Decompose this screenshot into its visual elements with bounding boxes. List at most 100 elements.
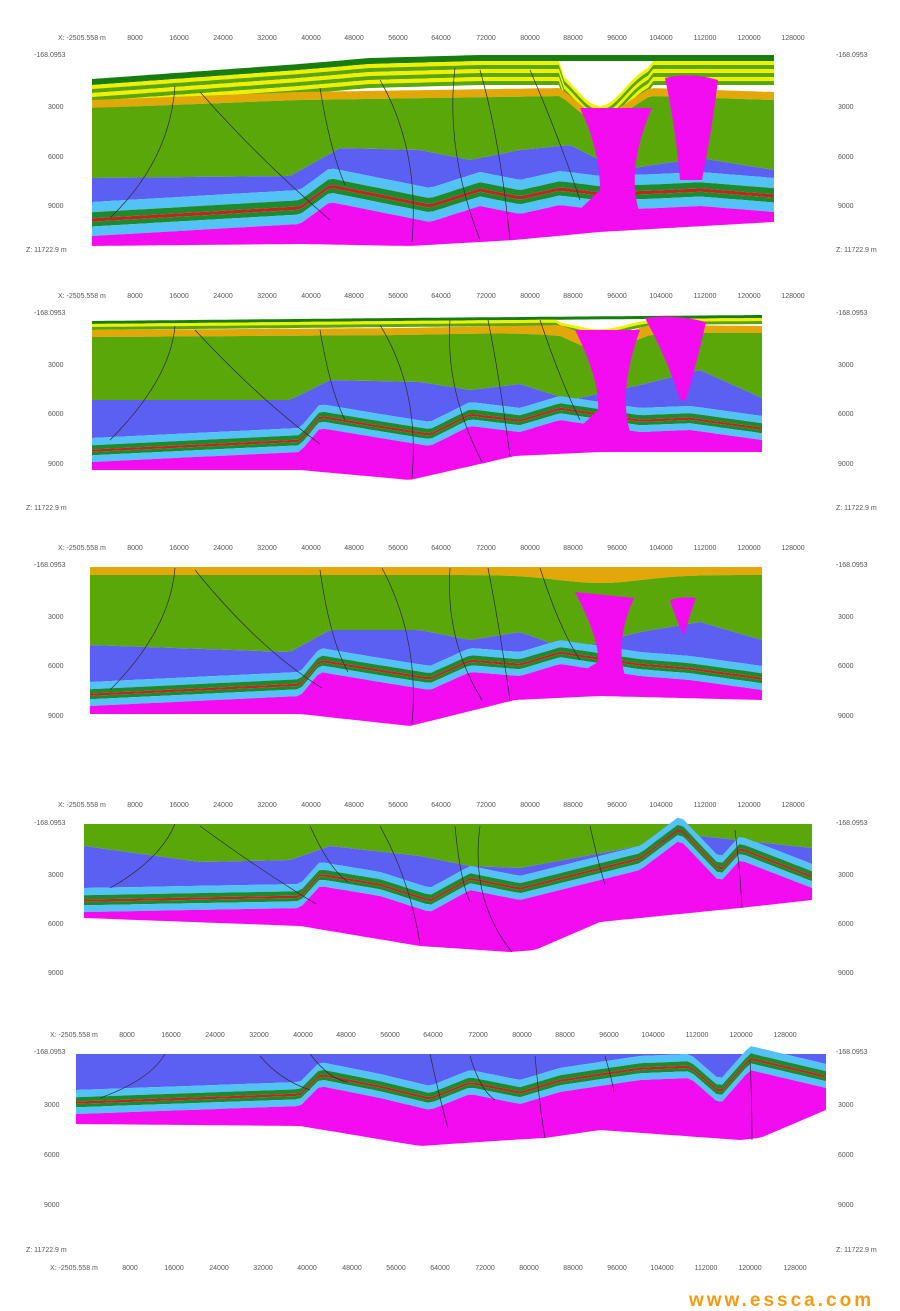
x-origin-label: X: -2505.558 m [58, 293, 106, 300]
depth-tick-label: 9000 [48, 203, 64, 210]
x-tick-label: 128000 [781, 293, 804, 300]
layer-thin [92, 407, 762, 452]
x-tick-label: 48000 [342, 1265, 362, 1272]
x-tick-label: 16000 [169, 802, 189, 809]
x-tick-label: 120000 [729, 1032, 752, 1039]
x-tick-label: 120000 [738, 1265, 761, 1272]
x-tick-label: 80000 [520, 293, 540, 300]
z-top-label: -168.0953 [34, 1049, 66, 1056]
x-tick-label: 88000 [563, 802, 583, 809]
section-5 [76, 1046, 826, 1146]
layer-thin [92, 396, 762, 446]
section-1 [92, 55, 774, 246]
z-top-label: -168.0953 [836, 820, 868, 827]
layer-stripe [92, 65, 774, 114]
x-tick-label: 24000 [209, 1265, 229, 1272]
layer-blue [90, 622, 762, 682]
salt-diapir [670, 597, 696, 636]
z-top-label: -168.0953 [34, 310, 66, 317]
depth-tick-label: 6000 [838, 1152, 854, 1159]
x-tick-label: 88000 [563, 293, 583, 300]
x-tick-label: 56000 [388, 293, 408, 300]
depth-tick-label: 6000 [838, 154, 854, 161]
x-tick-label: 40000 [301, 293, 321, 300]
fault-line [309, 825, 349, 883]
x-tick-label: 32000 [257, 293, 277, 300]
depth-tick-label: 9000 [838, 713, 854, 720]
x-origin-label: X: -2505.558 m [58, 545, 106, 552]
x-tick-label: 120000 [737, 35, 760, 42]
z-top-label: -168.0953 [34, 562, 66, 569]
z-top-label: -168.0953 [836, 1049, 868, 1056]
depth-tick-label: 6000 [44, 1152, 60, 1159]
bottom-x-axis: X: -2505.558 m 8000 16000 24000 32000 40000 48… [50, 1265, 807, 1272]
layer-magenta [84, 841, 812, 952]
x-tick-label: 32000 [253, 1265, 273, 1272]
x-tick-label: 80000 [519, 1265, 539, 1272]
x-tick-label: 64000 [423, 1032, 443, 1039]
fault-line [539, 567, 581, 661]
section-4-axes: X: -2505.558 m 8000 16000 24000 32000 40000 48… [34, 802, 868, 977]
x-tick-label: 8000 [119, 1032, 135, 1039]
layer-stripe [92, 73, 774, 122]
z-bottom-label: Z: 11722.9 m [836, 1247, 877, 1254]
x-origin-label: X: -2505.558 m [50, 1032, 98, 1039]
fault-line [319, 569, 349, 673]
axis-labels: X: -2505.558 m 8000 16000 24000 32000 40000 48… [26, 35, 877, 1272]
x-tick-label: 56000 [388, 545, 408, 552]
layer-blue [92, 370, 762, 438]
layer-stripe [92, 61, 774, 110]
x-tick-label: 88000 [563, 1265, 583, 1272]
x-tick-label: 64000 [431, 802, 451, 809]
fault-line [109, 823, 176, 889]
layer-orange [92, 88, 774, 128]
x-tick-label: 40000 [297, 1265, 317, 1272]
fault-line [194, 329, 321, 445]
x-tick-label: 104000 [641, 1032, 664, 1039]
x-tick-label: 64000 [431, 35, 451, 42]
x-tick-label: 64000 [431, 545, 451, 552]
x-tick-label: 112000 [694, 802, 717, 809]
x-tick-label: 8000 [127, 545, 143, 552]
salt-diapir [575, 330, 640, 432]
fault-line [319, 87, 346, 186]
layer-dark-green [92, 315, 762, 324]
x-tick-label: 24000 [205, 1032, 225, 1039]
depth-tick-label: 9000 [48, 970, 64, 977]
x-tick-label: 88000 [555, 1032, 575, 1039]
x-tick-label: 48000 [344, 35, 364, 42]
layer-thin [92, 413, 762, 462]
layer-thin [76, 1053, 826, 1102]
x-tick-label: 96000 [607, 1265, 627, 1272]
layer-thin [90, 654, 762, 700]
x-tick-label: 56000 [386, 1265, 406, 1272]
x-tick-label: 72000 [476, 802, 496, 809]
x-tick-label: 8000 [127, 293, 143, 300]
section-1-axes: X: -2505.558 m 8000 16000 24000 32000 40000 48… [26, 35, 877, 254]
x-tick-label: 96000 [599, 1032, 619, 1039]
depth-tick-label: 3000 [838, 1102, 854, 1109]
depth-tick-label: 3000 [838, 104, 854, 111]
x-tick-label: 88000 [563, 545, 583, 552]
fault-line [749, 1059, 753, 1141]
layer-blue [92, 145, 774, 202]
x-tick-label: 104000 [649, 545, 672, 552]
layer-thin [84, 835, 812, 912]
x-tick-label: 72000 [476, 293, 496, 300]
fault-line [381, 567, 414, 725]
layer-light-green [84, 824, 812, 868]
x-tick-label: 16000 [161, 1032, 181, 1039]
x-tick-label: 24000 [213, 545, 233, 552]
layer-stripe [92, 77, 774, 126]
depth-tick-label: 3000 [838, 872, 854, 879]
x-tick-label: 8000 [122, 1265, 138, 1272]
x-tick-label: 120000 [737, 293, 760, 300]
x-tick-label: 112000 [694, 35, 717, 42]
x-tick-label: 80000 [512, 1032, 532, 1039]
section-2 [92, 315, 762, 480]
fault-line [539, 319, 581, 421]
x-tick-label: 96000 [607, 293, 627, 300]
section-4 [84, 817, 812, 953]
section-5-axes: X: -2505.558 m 8000 16000 24000 32000 40000 48… [26, 1032, 877, 1254]
depth-tick-label: 9000 [48, 461, 64, 468]
